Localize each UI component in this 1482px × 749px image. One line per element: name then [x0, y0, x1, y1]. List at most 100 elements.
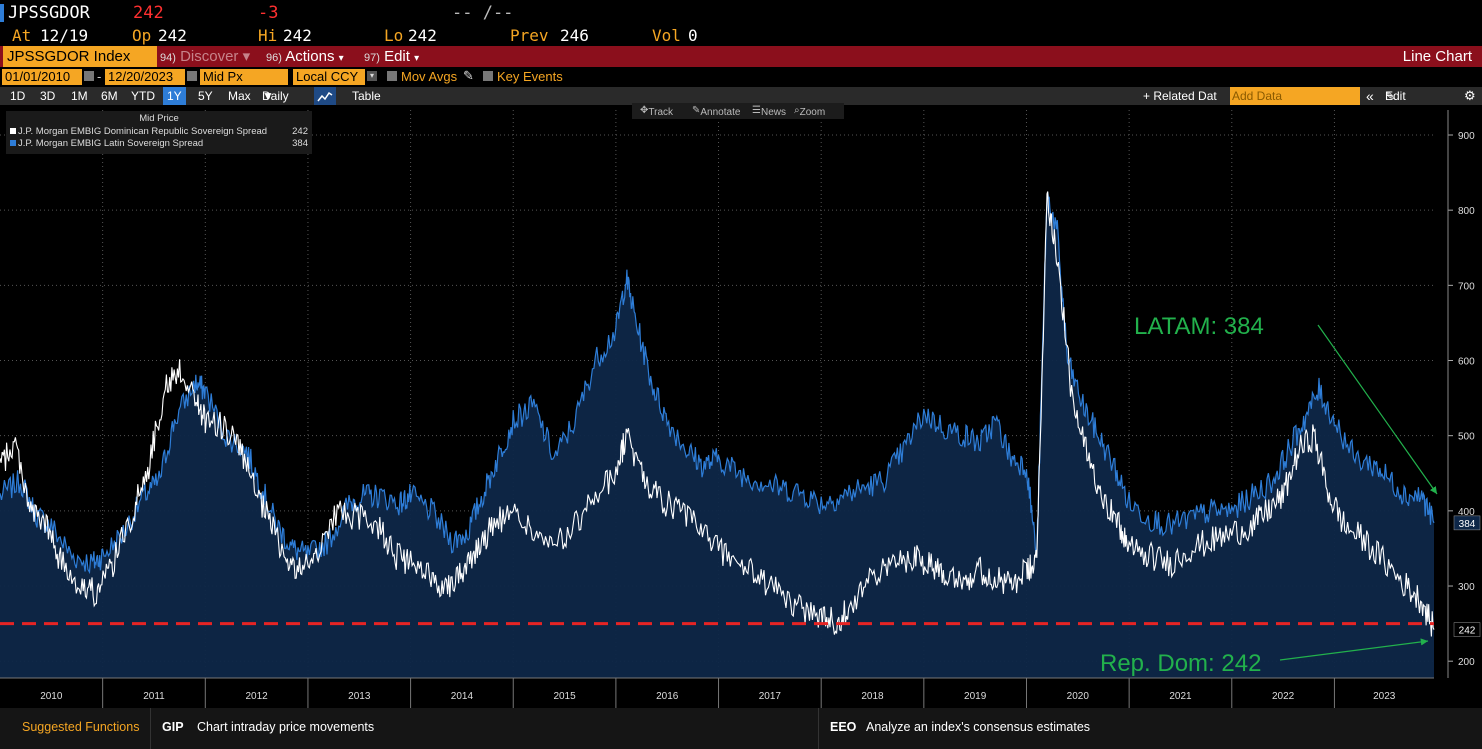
function-menubar: JPSSGDOR Index 94) Discover ▾ 96) Action…: [0, 46, 1482, 67]
latam-last-tag-text: 384: [1459, 519, 1476, 530]
x-tick-label: 2021: [1169, 691, 1192, 702]
y-tick-label: 600: [1458, 357, 1475, 368]
period-6m[interactable]: 6M: [101, 89, 118, 103]
repdom-arrow: [1279, 638, 1429, 661]
track-tool[interactable]: ✥ Track: [640, 105, 674, 118]
y-tick-label: 400: [1458, 507, 1475, 518]
x-tick-label: 2010: [40, 691, 63, 702]
discover-menu[interactable]: 94) Discover ▾: [160, 48, 251, 65]
period-1m[interactable]: 1M: [71, 89, 88, 103]
period-max[interactable]: Max: [228, 89, 251, 103]
latam-last-tag: 384: [1453, 515, 1481, 531]
period-1d[interactable]: 1D: [10, 89, 26, 103]
calendar-icon[interactable]: [84, 71, 94, 81]
quote-stats: At 12/19 Op 242 Hi 242 Lo 242 Prev 246 V…: [0, 26, 1482, 46]
prev-value: 246: [560, 26, 589, 45]
open-label: Op: [132, 26, 152, 45]
gip-code[interactable]: GIP: [162, 720, 184, 734]
suggested-functions-bar: Suggested Functions GIP Chart intraday p…: [0, 708, 1482, 749]
mov-avgs-checkbox[interactable]: [387, 71, 397, 81]
selection-marker: [0, 4, 4, 22]
x-tick-label: 2022: [1272, 691, 1295, 702]
x-tick-label: 2011: [143, 691, 165, 702]
period-3d[interactable]: 3D: [40, 89, 56, 103]
key-events-label: Key Events: [497, 69, 563, 84]
table-button[interactable]: Table: [352, 89, 381, 103]
volume-label: Vol: [652, 26, 681, 45]
quote-header: JPSSGDOR 242 -3 -- /--: [0, 0, 1482, 26]
x-tick-label: 2014: [451, 691, 474, 702]
repdom-last-tag-box: [1453, 622, 1481, 637]
chart-toolbar: 1D 3D 1M 6M YTD 1Y 5Y Max Daily ▼ Table …: [0, 87, 1482, 121]
period-5y[interactable]: 5Y: [198, 89, 213, 103]
key-events-checkbox[interactable]: [483, 71, 493, 81]
x-tick-label: 2012: [245, 691, 268, 702]
end-date-input[interactable]: 12/20/2023: [105, 69, 185, 85]
currency-select[interactable]: Local CCY: [293, 69, 365, 85]
repdom-annotation: Rep. Dom: 242: [1100, 650, 1262, 677]
y-tick-label: 500: [1458, 432, 1475, 443]
line-chart[interactable]: 200 300 400 500 600 700 800 900 2010 2011 2012 2013…: [0, 105, 1482, 708]
y-tick-label: 700: [1458, 281, 1475, 292]
actions-menu[interactable]: 96) Actions ▾: [266, 48, 344, 65]
chart-controls: 01/01/2010 - 12/20/2023 Mid Px Local CCY…: [0, 68, 1482, 87]
eeo-description[interactable]: Analyze an index's consensus estimates: [866, 720, 1091, 734]
net-change: -3: [258, 3, 279, 23]
period-1y[interactable]: 1Y: [163, 87, 186, 105]
gip-description[interactable]: Chart intraday price movements: [197, 720, 375, 734]
pencil-icon: ✎: [1385, 89, 1396, 103]
latam-arrow: [1317, 324, 1438, 495]
zoom-tool[interactable]: ⌕ Zoom: [794, 105, 826, 118]
high-label: Hi: [258, 26, 278, 45]
y-tick-label: 900: [1458, 131, 1475, 142]
latam-area-fill: [0, 192, 1434, 679]
legend-item-latam[interactable]: J.P. Morgan EMBIG Latin Sovereign Spread…: [10, 138, 308, 150]
chart-grid: [0, 110, 1434, 678]
quote-time: -- /--: [452, 3, 514, 23]
repdom-last-tag-text: 242: [1459, 626, 1476, 637]
x-tick-label: 2020: [1067, 691, 1090, 702]
gear-icon[interactable]: ⚙: [1464, 88, 1476, 103]
add-data-input[interactable]: Add Data: [1230, 87, 1360, 105]
high-value: 242: [283, 26, 312, 45]
chart-tools: ✥ Track ✎ Annotate ☰ News ⌕ Zoom: [632, 103, 844, 119]
mov-avgs-label: Mov Avgs: [401, 69, 458, 84]
eeo-code[interactable]: EEO: [830, 720, 857, 734]
legend-swatch: [10, 140, 16, 147]
x-tick-label: 2018: [861, 691, 884, 702]
at-label: At: [12, 26, 32, 45]
chevron-down-icon[interactable]: ▾: [367, 71, 377, 81]
chart-series: [0, 191, 1438, 679]
volume-value: 0: [688, 26, 698, 45]
x-tick-label: 2019: [964, 691, 987, 702]
line-chart-icon[interactable]: [314, 87, 336, 105]
frequency-select[interactable]: Daily ▼: [262, 89, 289, 103]
period-ytd[interactable]: YTD: [131, 89, 155, 103]
last-price: 242: [133, 3, 164, 23]
related-data-button[interactable]: + Related Dat: [1143, 89, 1217, 103]
start-date-input[interactable]: 01/01/2010: [2, 69, 82, 85]
suggested-title: Suggested Functions: [22, 720, 140, 734]
calendar-icon[interactable]: [187, 71, 197, 81]
x-tick-label: 2016: [656, 691, 679, 702]
low-value: 242: [408, 26, 437, 45]
legend-swatch: [10, 128, 16, 135]
latam-annotation: LATAM: 384: [1134, 313, 1264, 340]
y-tick-label: 300: [1458, 582, 1475, 593]
chart-legend: Mid Price J.P. Morgan EMBIG Dominican Re…: [6, 111, 312, 154]
at-value: 12/19: [40, 26, 89, 45]
repdom-last-tag: 242: [1453, 622, 1481, 637]
legend-item-dom[interactable]: J.P. Morgan EMBIG Dominican Republic Sov…: [10, 126, 308, 138]
pencil-icon[interactable]: ✎: [463, 68, 474, 83]
repdom-series-line: [0, 191, 1435, 637]
view-title: Line Chart: [1402, 48, 1472, 65]
edit-menu[interactable]: 97) Edit ▾: [364, 48, 420, 65]
annotate-tool[interactable]: ✎ Annotate: [692, 105, 741, 118]
collapse-icon[interactable]: «: [1366, 88, 1374, 104]
latam-last-tag-box: [1453, 515, 1481, 531]
security-field[interactable]: JPSSGDOR Index: [3, 46, 157, 67]
field-select[interactable]: Mid Px: [200, 69, 288, 85]
legend-title: Mid Price: [139, 113, 179, 124]
news-tool[interactable]: ☰ News: [752, 105, 786, 118]
y-tick-label: 800: [1458, 206, 1475, 217]
